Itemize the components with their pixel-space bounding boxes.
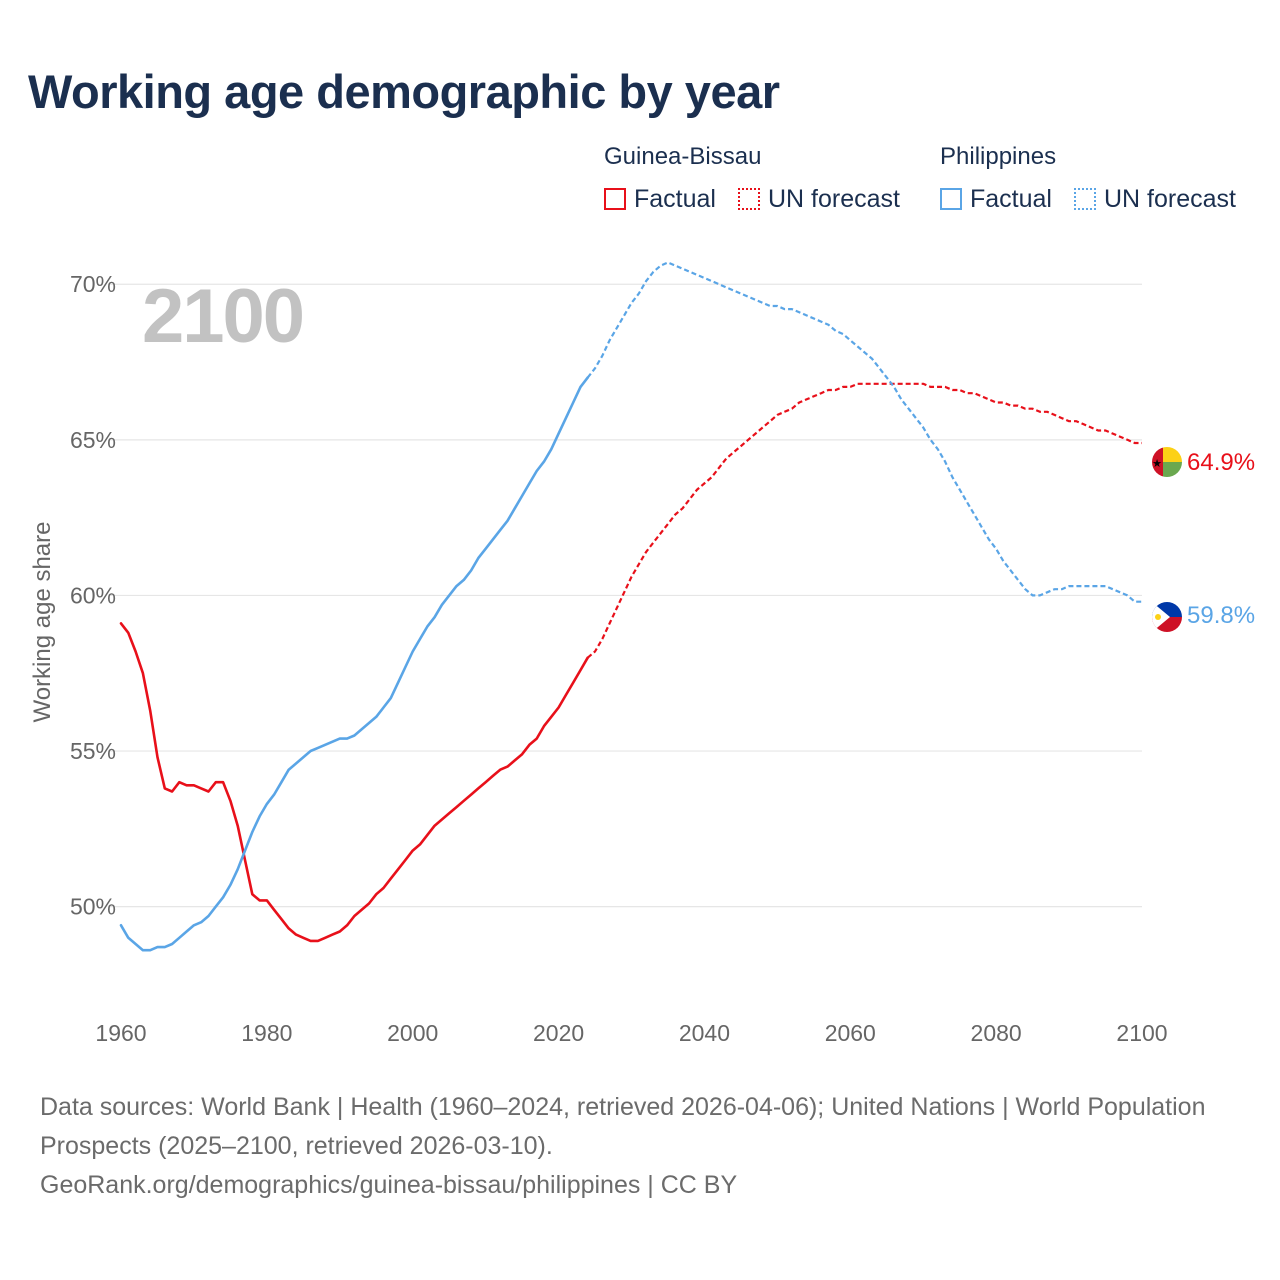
legend-item-guinea-bissau-forecast[interactable]: UN forecast (738, 184, 900, 214)
x-tick-label: 2020 (533, 1020, 584, 1046)
philippines-flag-icon (1152, 602, 1182, 632)
legend-label: UN forecast (768, 184, 900, 213)
svg-text:★: ★ (1152, 458, 1162, 470)
legend-item-philippines-forecast[interactable]: UN forecast (1074, 184, 1236, 214)
series-line-philippines-forecast[interactable] (586, 261, 1142, 603)
footer: Data sources: World Bank | Health (1960–… (40, 1088, 1240, 1205)
legend-country-philippines: Philippines (940, 143, 1057, 170)
y-axis-label: Working age share (29, 522, 56, 723)
series-line-guinea-bissau-forecast[interactable] (586, 382, 1142, 659)
legend-swatch-dotted-icon (738, 188, 760, 210)
legend-swatch-solid-icon (940, 188, 962, 210)
data-sources-text: Data sources: World Bank | Health (1960–… (40, 1093, 1206, 1160)
chart-title: Working age demographic by year (28, 65, 780, 118)
line-chart: 50% 55% 60% 65% 70% 1960 1980 2000 2020 2040 2060… (29, 261, 1255, 1046)
y-tick-label: 50% (70, 894, 116, 920)
x-tick-label: 2080 (971, 1020, 1022, 1046)
y-tick-label: 60% (70, 582, 116, 608)
y-tick-label: 65% (70, 427, 116, 453)
legend-label: Factual (634, 184, 716, 213)
x-tick-label: 1980 (241, 1020, 292, 1046)
legend-country-guinea-bissau: Guinea-Bissau (604, 143, 762, 170)
credit-link[interactable]: GeoRank.org/demographics/guinea-bissau/p… (40, 1171, 738, 1199)
end-value-label-guinea-bissau: 64.9% (1187, 449, 1255, 476)
y-tick-label: 55% (70, 738, 116, 764)
x-tick-label: 1960 (95, 1020, 146, 1046)
y-tick-label: 70% (70, 271, 116, 297)
x-tick-label: 2100 (1116, 1020, 1167, 1046)
guinea-bissau-flag-icon: ★ (1152, 447, 1182, 477)
legend-swatch-dotted-icon (1074, 188, 1096, 210)
x-tick-label: 2040 (679, 1020, 730, 1046)
legend-label: Factual (970, 184, 1052, 213)
legend-swatch-solid-icon (604, 188, 626, 210)
series-line-philippines-factual[interactable] (119, 376, 589, 952)
year-watermark: 2100 (142, 274, 303, 359)
series-line-guinea-bissau-factual[interactable] (119, 622, 589, 943)
legend-label: UN forecast (1104, 184, 1236, 213)
legend-item-guinea-bissau-factual[interactable]: Factual (604, 184, 716, 214)
end-value-label-philippines: 59.8% (1187, 602, 1255, 629)
x-tick-label: 2060 (825, 1020, 876, 1046)
x-tick-label: 2000 (387, 1020, 438, 1046)
legend-item-philippines-factual[interactable]: Factual (940, 184, 1052, 214)
